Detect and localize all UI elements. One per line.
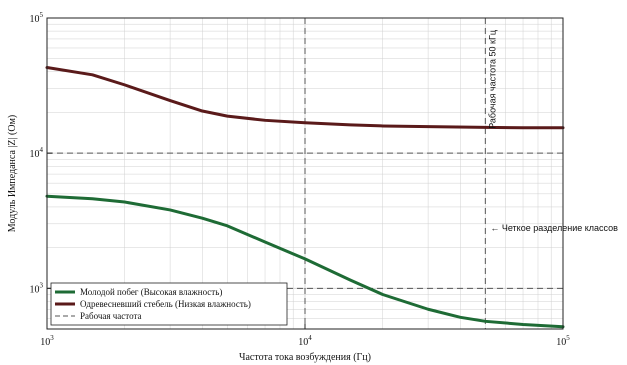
x-tick-label: 103 xyxy=(40,334,54,348)
legend-box xyxy=(50,282,288,326)
y-tick-label: 103 xyxy=(30,281,44,295)
series-lines xyxy=(45,66,565,329)
legend: Молодой побег (Высокая влажность) Одреве… xyxy=(50,282,288,326)
y-tick-label: 105 xyxy=(30,11,44,25)
axis-ticks: 103 104 105 103 104 105 xyxy=(30,11,571,348)
legend-label-reference: Рабочая частота xyxy=(80,311,142,321)
grid xyxy=(46,18,563,330)
x-axis-label: Частота тока возбуждения (Гц) xyxy=(239,352,371,363)
legend-label-woody-stem: Одревесневший стебель (Низкая влажность) xyxy=(80,299,251,309)
y-axis-label: Модуль Импеданса |Z| (Ом) xyxy=(7,115,18,232)
y-tick-label: 104 xyxy=(30,146,44,160)
legend-label-young-shoot: Молодой побег (Высокая влажность) xyxy=(80,287,222,297)
annotation-operating-frequency: Рабочая частота 50 кГц xyxy=(487,30,497,129)
series-line-1 xyxy=(45,66,565,130)
annotation-class-separation: ← Четкое разделение классов xyxy=(490,223,618,233)
series-line-0 xyxy=(45,194,565,329)
x-tick-label: 105 xyxy=(556,334,570,348)
x-tick-label: 104 xyxy=(298,334,312,348)
